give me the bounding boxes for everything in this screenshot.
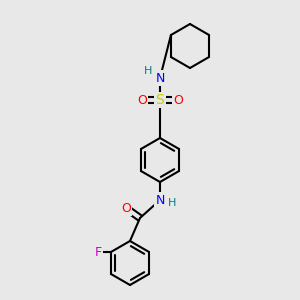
Text: N: N [155,71,165,85]
Text: H: H [144,66,152,76]
Text: H: H [168,198,176,208]
Text: O: O [137,94,147,106]
Text: O: O [121,202,131,214]
Text: N: N [155,194,165,206]
Text: F: F [94,245,101,259]
Text: S: S [156,93,164,107]
Text: O: O [173,94,183,106]
